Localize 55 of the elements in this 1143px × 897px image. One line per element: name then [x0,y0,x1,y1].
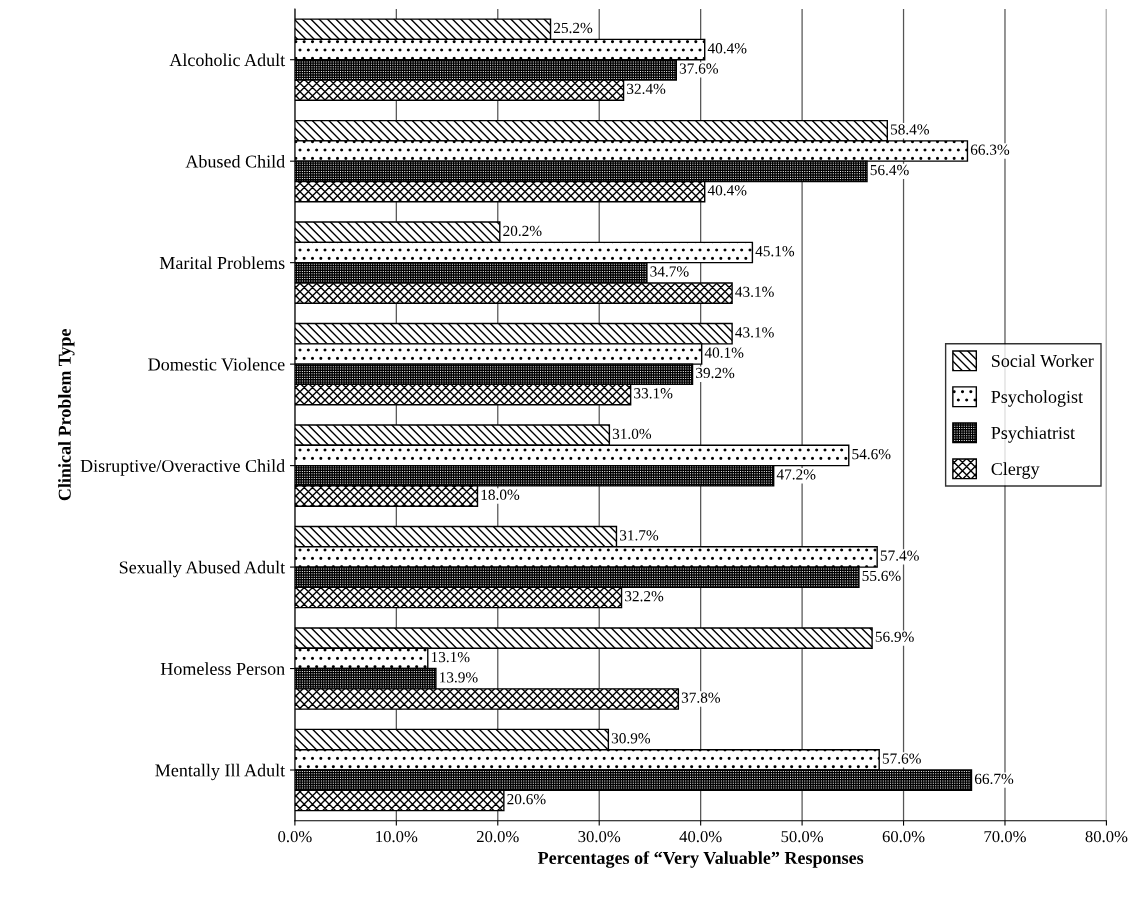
data-label: 18.0% [481,489,520,500]
y-tick-label: Disruptive/Overactive Child [80,459,285,476]
data-label: 54.6% [852,448,891,460]
y-axis-title: Clinical Problem Type [58,329,75,501]
data-label: 20.6% [507,793,546,805]
x-tick-label: 40.0% [679,830,722,843]
data-label: 13.9% [440,672,478,683]
y-tick-label: Homeless Person [160,662,285,675]
data-label: 33.1% [634,388,673,399]
data-label: 66.7% [974,773,1014,785]
x-tick-label: 20.0% [476,830,519,843]
y-tick-label: Alcoholic Adult [169,53,286,67]
data-label: 57.6% [882,753,921,764]
x-tick-label: 30.0% [578,830,621,843]
legend-label: Clergy [991,462,1040,479]
y-tick-label: Mentally Ill Adult [155,763,286,781]
data-label: 40.4% [707,185,747,196]
x-tick-label: 80.0% [1085,830,1128,843]
data-label: 32.4% [627,83,666,95]
data-label: 47.2% [776,469,816,480]
data-label: 32.2% [625,591,664,602]
data-label: 34.7% [650,266,689,277]
data-label: 20.2% [503,225,542,237]
data-label: 25.2% [553,22,593,34]
data-label: 40.1% [704,347,744,358]
data-label: 66.3% [970,144,1010,155]
data-label: 31.0% [612,428,652,440]
data-label: 40.4% [707,43,747,54]
legend-label: Social Worker [991,354,1094,368]
data-label: 43.1% [735,327,774,338]
x-tick-label: 70.0% [984,830,1026,843]
data-label: 43.1% [735,286,774,297]
x-tick-label: 10.0% [376,830,418,843]
data-label: 57.4% [880,550,919,561]
legend-label: Psychiatrist [991,426,1075,443]
y-tick-label: Abused Child [185,154,285,168]
data-label: 37.6% [679,63,719,74]
x-axis-title: Percentages of “Very Valuable” Responses [537,851,864,868]
data-label: 30.9% [611,733,651,744]
y-tick-label: Domestic Violence [148,357,285,371]
data-label: 13.1% [431,651,470,663]
data-label: 45.1% [755,246,795,257]
x-tick-label: 0.0% [278,830,312,843]
data-label: 56.9% [875,631,914,642]
y-tick-label: Marital Problems [159,256,285,270]
data-label: 55.6% [862,570,901,582]
x-tick-label: 50.0% [781,830,824,843]
data-label: 58.4% [890,124,930,135]
legend-label: Psychologist [991,390,1083,407]
x-tick-label: 60.0% [882,830,925,843]
data-label: 31.7% [619,530,659,541]
data-label: 37.8% [681,692,721,703]
y-tick-label: Sexually Abused Adult [119,560,286,578]
data-label: 56.4% [870,164,909,176]
data-label: 39.2% [696,367,735,379]
